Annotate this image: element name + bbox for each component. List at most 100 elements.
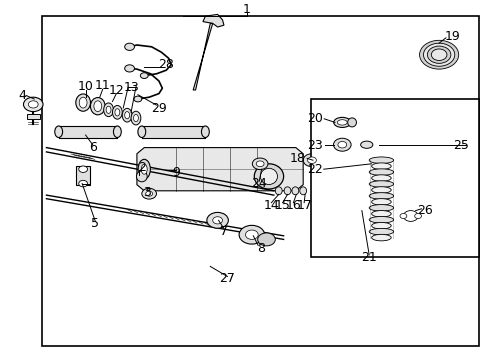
Ellipse shape [363,192,372,212]
Text: 19: 19 [444,30,459,42]
Ellipse shape [131,111,141,125]
Ellipse shape [112,105,122,119]
Ellipse shape [337,120,346,125]
Text: 25: 25 [453,139,468,152]
Bar [310,99,478,257]
Ellipse shape [371,234,390,241]
Ellipse shape [395,208,425,224]
Circle shape [23,97,43,112]
Circle shape [399,213,406,219]
Ellipse shape [113,126,121,138]
Text: 16: 16 [285,199,301,212]
Ellipse shape [371,211,390,217]
Text: 10: 10 [78,80,93,93]
Text: 3: 3 [142,186,150,199]
Circle shape [256,161,264,167]
Circle shape [79,166,87,172]
Text: 24: 24 [251,177,266,190]
Ellipse shape [385,193,393,210]
Text: 13: 13 [124,81,140,94]
Ellipse shape [333,117,350,127]
Text: 2: 2 [138,161,145,174]
Circle shape [307,157,316,163]
Ellipse shape [90,98,105,115]
Circle shape [79,180,87,187]
Ellipse shape [371,222,390,229]
Circle shape [142,188,156,199]
Ellipse shape [347,118,356,127]
Text: 21: 21 [361,251,376,264]
Ellipse shape [371,187,390,193]
Text: 12: 12 [108,84,124,97]
Bar [142,126,205,138]
Ellipse shape [94,101,102,112]
Ellipse shape [395,193,404,210]
Text: 18: 18 [289,152,305,165]
Polygon shape [193,23,212,90]
Circle shape [140,73,148,78]
Circle shape [257,233,275,246]
Ellipse shape [79,97,87,108]
Ellipse shape [374,192,383,211]
Text: 17: 17 [296,199,311,212]
Text: 23: 23 [306,139,322,152]
Circle shape [403,211,417,221]
Ellipse shape [368,169,393,175]
Ellipse shape [115,109,120,116]
Polygon shape [203,14,224,27]
Circle shape [206,212,228,228]
Text: 4: 4 [18,89,26,102]
Ellipse shape [284,187,290,195]
Circle shape [419,40,458,69]
Text: 29: 29 [151,102,166,114]
Circle shape [252,158,267,170]
Ellipse shape [138,126,145,138]
Circle shape [427,46,450,63]
Ellipse shape [368,228,393,235]
Ellipse shape [55,126,62,138]
Ellipse shape [342,193,350,210]
Text: 8: 8 [257,242,265,255]
Ellipse shape [320,194,329,210]
Ellipse shape [368,216,393,223]
Ellipse shape [254,164,283,189]
Text: 28: 28 [158,58,174,71]
Text: 9: 9 [172,166,180,179]
Circle shape [430,49,446,60]
Circle shape [124,43,134,50]
Ellipse shape [331,193,340,210]
Ellipse shape [368,204,393,211]
Ellipse shape [352,192,361,211]
Text: 26: 26 [417,204,432,217]
Text: 27: 27 [219,273,235,285]
Ellipse shape [291,187,298,195]
Ellipse shape [368,157,393,163]
Ellipse shape [371,199,390,205]
Text: 7: 7 [220,225,227,238]
Ellipse shape [124,112,129,119]
Circle shape [239,225,264,244]
Ellipse shape [371,163,390,170]
Ellipse shape [133,114,138,122]
Polygon shape [137,148,303,191]
Ellipse shape [103,103,113,117]
Ellipse shape [138,159,150,179]
Bar [76,166,90,185]
Text: 5: 5 [91,217,99,230]
Circle shape [212,217,222,224]
Ellipse shape [260,168,277,185]
Text: 6: 6 [89,141,97,154]
Ellipse shape [275,187,282,195]
Circle shape [423,43,454,66]
Circle shape [245,230,258,239]
Circle shape [28,101,38,108]
Ellipse shape [371,175,390,181]
Ellipse shape [299,187,306,195]
Ellipse shape [122,108,132,122]
Text: 15: 15 [274,199,290,212]
Ellipse shape [201,126,209,138]
Text: 22: 22 [306,163,322,176]
Circle shape [414,213,421,219]
Circle shape [337,141,346,148]
Text: 14: 14 [263,199,279,212]
